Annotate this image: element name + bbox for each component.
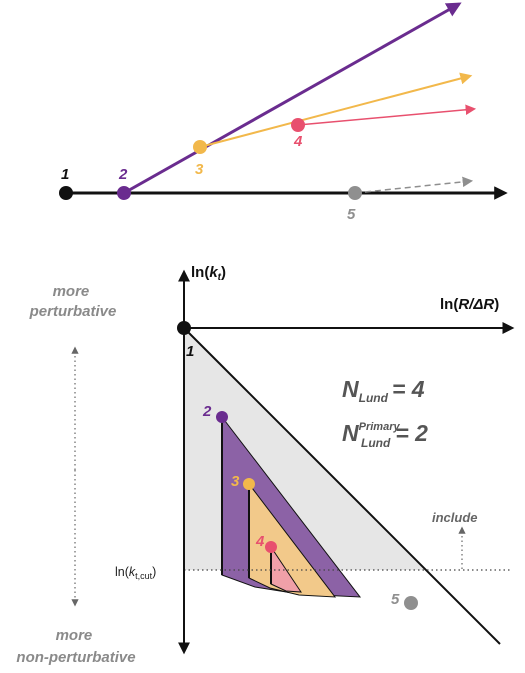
emission-2-label: 2 [118,166,128,183]
purple-branch [123,2,462,195]
emission-1-dot [59,186,73,200]
origin-dot [177,321,191,335]
emission-5-plane-label: 5 [391,591,400,608]
emission-3-plane-label: 3 [231,473,240,490]
emission-4-point [265,541,277,553]
more-non-perturbative-label: more non-perturbative [16,627,135,666]
emission-2-point [216,411,228,423]
include-label: include [432,510,478,525]
y-axis-label: ln(kt) [191,264,226,283]
kt-cut-label: ln(kt,cut) [115,565,156,581]
emission-3-dot [193,140,207,154]
orange-branch [199,72,473,148]
pink-branch [297,104,477,126]
emission-4-label: 4 [293,133,303,150]
emission-5-label: 5 [347,206,356,223]
emission-5-point [404,596,418,610]
emission-4-plane-label: 4 [255,533,265,550]
more-perturbative-label: more perturbative [29,283,117,320]
origin-label: 1 [186,343,194,360]
x-axis-label: ln(R/ΔR) [440,296,499,313]
emission-2-dot [117,186,131,200]
emission-3-point [243,478,255,490]
emission-tree: 1 2 3 4 5 [59,2,508,223]
n-lund-count: NLund = 4 [342,376,425,405]
n-lund-primary-count: NPrimary Lund = 2 [342,420,428,450]
gray-branch [354,176,474,194]
emission-1-label: 1 [61,166,69,183]
emission-3-label: 3 [195,161,204,178]
lund-plane: 1 2 3 4 5 ln(kt) ln(R/ΔR) more perturbat… [16,264,515,666]
emission-2-plane-label: 2 [202,403,212,420]
primary-plane-boundary [183,327,501,645]
emission-5-dot [348,186,362,200]
emission-4-dot [291,118,305,132]
